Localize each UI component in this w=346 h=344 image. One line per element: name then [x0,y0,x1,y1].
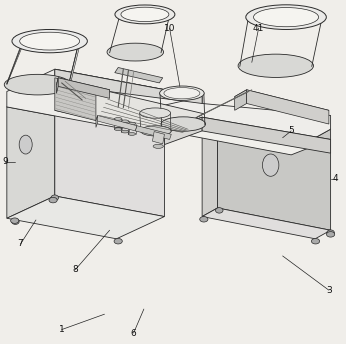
Ellipse shape [254,8,319,27]
Ellipse shape [238,54,313,77]
Polygon shape [69,42,81,85]
Polygon shape [164,117,202,144]
Ellipse shape [160,86,204,100]
Ellipse shape [128,122,136,125]
Text: 5: 5 [288,126,294,136]
Polygon shape [202,117,330,153]
Polygon shape [55,78,96,121]
Polygon shape [115,67,163,83]
Polygon shape [235,90,329,117]
Polygon shape [202,208,330,239]
Polygon shape [202,107,218,216]
Polygon shape [55,69,202,104]
Ellipse shape [12,219,19,224]
Ellipse shape [140,108,171,118]
Ellipse shape [12,30,87,53]
Text: 10: 10 [164,24,175,33]
Polygon shape [7,42,24,85]
Polygon shape [164,117,330,155]
Ellipse shape [262,154,279,176]
Ellipse shape [216,208,223,213]
Polygon shape [235,90,247,110]
Text: 8: 8 [72,265,78,274]
Ellipse shape [115,5,175,24]
Polygon shape [58,78,110,98]
Ellipse shape [114,238,122,244]
Polygon shape [7,85,55,218]
Ellipse shape [311,238,320,244]
Ellipse shape [107,43,164,61]
Polygon shape [55,85,164,216]
Polygon shape [96,116,137,131]
Ellipse shape [164,87,200,99]
Polygon shape [7,69,330,138]
Ellipse shape [19,135,32,154]
Polygon shape [135,126,171,139]
Ellipse shape [115,118,122,120]
Text: 7: 7 [18,239,24,248]
Ellipse shape [121,120,129,123]
Ellipse shape [49,197,57,203]
Text: 9: 9 [2,157,8,166]
Ellipse shape [4,74,71,95]
Polygon shape [7,196,164,239]
Ellipse shape [327,230,334,235]
Ellipse shape [327,232,335,237]
Ellipse shape [20,32,80,50]
Ellipse shape [11,218,19,223]
Text: 3: 3 [326,286,332,295]
Polygon shape [153,131,164,144]
Polygon shape [7,85,164,128]
Ellipse shape [128,132,136,135]
Text: 1: 1 [59,325,64,334]
Ellipse shape [161,117,206,131]
Polygon shape [55,69,202,105]
Text: 6: 6 [131,329,136,337]
Polygon shape [247,90,329,124]
Ellipse shape [200,216,208,222]
Text: 4: 4 [333,174,338,183]
Text: 41: 41 [253,24,264,33]
Ellipse shape [153,144,163,148]
Ellipse shape [121,7,169,22]
Ellipse shape [115,128,122,130]
Ellipse shape [121,130,129,133]
Polygon shape [96,116,98,128]
Polygon shape [218,107,330,230]
Polygon shape [55,88,204,134]
Polygon shape [19,78,62,93]
Ellipse shape [246,5,326,30]
Ellipse shape [140,126,171,136]
Ellipse shape [51,195,58,201]
Polygon shape [56,78,110,97]
Polygon shape [202,107,330,138]
Polygon shape [56,78,58,93]
